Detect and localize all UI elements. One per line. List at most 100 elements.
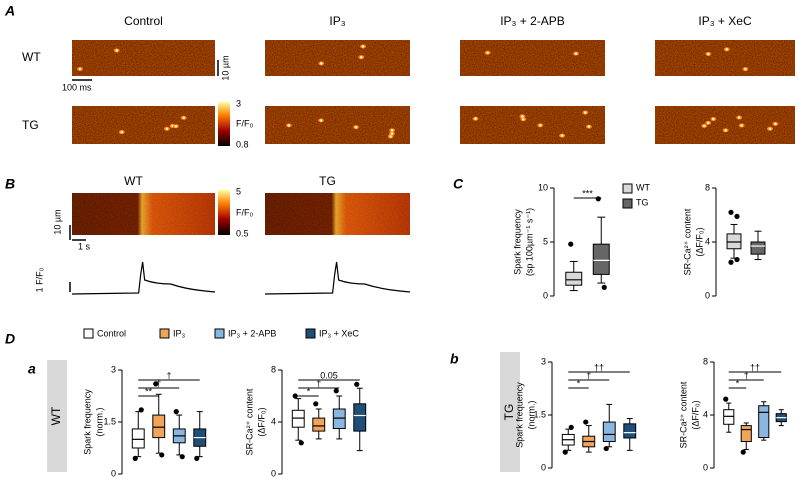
- spark-core: [539, 123, 542, 127]
- label: F/F₀: [236, 118, 253, 128]
- significance-label: ††: [750, 362, 760, 372]
- outlier: [173, 409, 179, 415]
- label: 3: [236, 98, 241, 108]
- label: 0.5: [236, 228, 249, 238]
- y-axis-label: Spark frequency: [82, 389, 92, 455]
- spark-core: [560, 134, 564, 137]
- label: WT: [22, 50, 41, 64]
- y-axis-label: (norm.): [94, 407, 104, 436]
- label: C: [453, 176, 464, 192]
- outlier: [292, 393, 298, 399]
- y-axis-label: (norm.): [526, 400, 536, 429]
- spark-core: [521, 117, 525, 121]
- label: A: [4, 3, 15, 19]
- colorbar: [218, 190, 230, 235]
- spark-core: [174, 124, 178, 128]
- linescan-noise: [265, 40, 410, 76]
- spark-core: [724, 128, 727, 132]
- box: [131, 428, 145, 449]
- outlier: [298, 440, 304, 446]
- box: [353, 403, 367, 432]
- spark-core: [768, 127, 772, 131]
- spark-core: [78, 67, 82, 71]
- label: 10 µm: [52, 209, 62, 234]
- wave-noise: [72, 193, 215, 235]
- box: [723, 409, 735, 425]
- box: [312, 417, 326, 432]
- figure-content: A B C Da b Control IP₃ IP₃ + 2-APB IP₃ + XeC WT TG…: [4, 3, 795, 478]
- spark-core: [390, 132, 394, 135]
- significance-label: †: [166, 370, 171, 380]
- spark-core: [287, 124, 291, 127]
- linescan-noise: [460, 106, 605, 144]
- y-tick-label: 0: [111, 468, 116, 478]
- label: 1 s: [78, 241, 91, 251]
- y-tick-label: 1.5: [533, 409, 546, 419]
- outlier: [159, 452, 165, 458]
- label: Control: [124, 14, 163, 28]
- label: B: [5, 176, 15, 192]
- significance-label: ††: [594, 362, 604, 372]
- spark-core: [486, 51, 489, 55]
- colorbar: [218, 102, 230, 146]
- linescan-noise: [655, 40, 795, 76]
- legend-swatch: [305, 328, 316, 339]
- outlier: [568, 241, 574, 247]
- label: IP₃ + 2-APB: [500, 14, 565, 28]
- row-label-box: [47, 360, 67, 472]
- spark-core: [389, 135, 392, 138]
- label: 10 µm: [220, 55, 230, 80]
- fluorescence-trace: [71, 261, 216, 295]
- y-tick-label: 8: [271, 364, 276, 374]
- linescan-noise: [655, 106, 795, 144]
- linescan-noise: [460, 40, 605, 76]
- y-tick-label: 4: [271, 416, 276, 426]
- outlier: [734, 213, 740, 219]
- outlier: [194, 455, 200, 461]
- significance-label: †: [744, 370, 749, 380]
- box: [565, 271, 583, 286]
- y-axis-label: SR-Ca²⁺ content: [682, 208, 692, 275]
- label: Control: [97, 328, 126, 338]
- wave-noise: [265, 193, 410, 235]
- outlier: [603, 445, 609, 452]
- spark-core: [319, 62, 323, 65]
- outlier: [583, 419, 589, 425]
- spark-core: [740, 124, 743, 127]
- box: [726, 233, 742, 250]
- legend-swatch: [622, 183, 633, 194]
- spark-core: [737, 116, 741, 119]
- legend-swatch: [83, 328, 94, 339]
- linescan-noise: [72, 40, 215, 76]
- fluorescence-trace: [264, 261, 411, 295]
- box: [332, 408, 346, 429]
- spark-core: [774, 122, 777, 126]
- spark-core: [583, 111, 587, 114]
- y-tick-label: 5: [543, 236, 548, 246]
- significance-label: 0.05: [320, 370, 338, 380]
- spark-core: [165, 127, 169, 131]
- label: 0.8: [236, 139, 249, 149]
- box: [623, 423, 637, 439]
- outlier: [740, 449, 746, 455]
- box: [750, 241, 766, 255]
- spark-core: [390, 128, 394, 132]
- label: IP₃: [329, 14, 345, 28]
- spark-core: [711, 117, 715, 121]
- spark-core: [319, 119, 323, 122]
- label: b: [450, 351, 459, 367]
- label: TG: [502, 404, 516, 421]
- y-axis-label: SR-Ca²⁺ content: [678, 381, 688, 448]
- outlier: [132, 455, 138, 461]
- box: [291, 409, 305, 428]
- y-axis-label: Spark frequency: [514, 382, 524, 448]
- outlier: [601, 284, 607, 290]
- y-tick-label: 1.5: [103, 416, 116, 426]
- y-tick-label: 0: [543, 290, 548, 300]
- box: [592, 243, 610, 275]
- y-tick-label: 3: [111, 364, 116, 374]
- outlier: [728, 209, 734, 215]
- significance-label: †: [586, 370, 591, 380]
- legend-swatch: [159, 328, 170, 339]
- spark-core: [182, 116, 186, 120]
